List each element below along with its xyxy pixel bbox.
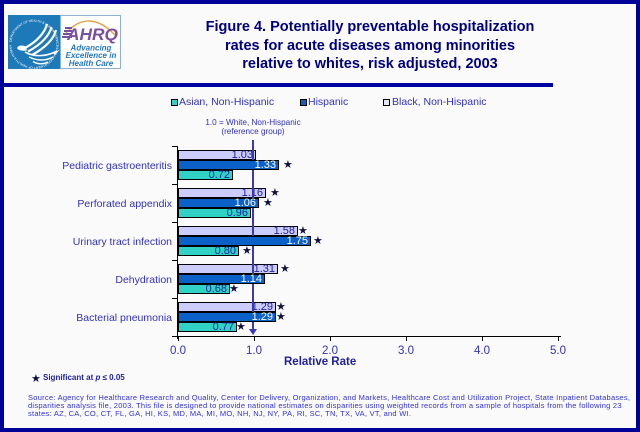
svg-text:Excellence in: Excellence in: [66, 51, 117, 60]
svg-text:Advancing: Advancing: [70, 44, 112, 53]
svg-text:AHRQ: AHRQ: [66, 26, 118, 44]
svg-text:Health Care: Health Care: [69, 59, 114, 68]
